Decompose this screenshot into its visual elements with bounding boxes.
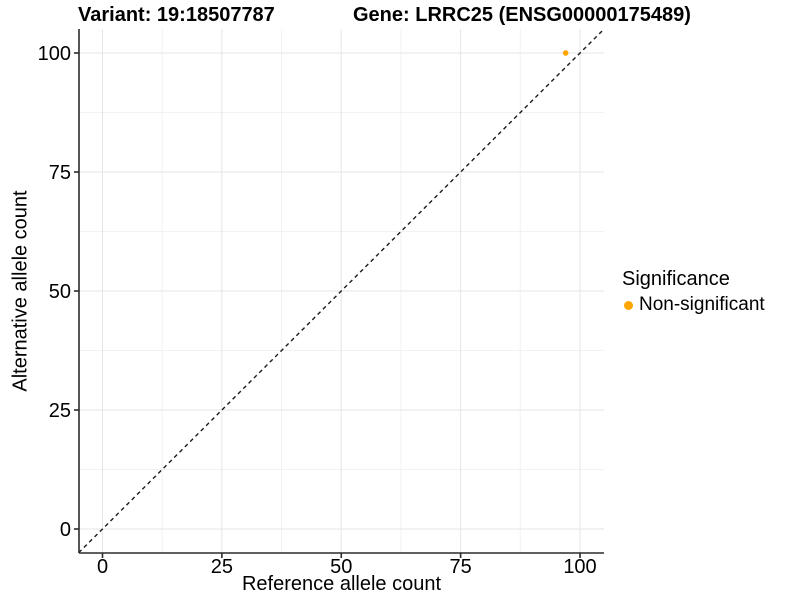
x-axis-title: Reference allele count [241, 573, 441, 595]
x-tick-label: 50 [330, 556, 352, 578]
x-tick-label: 100 [563, 556, 596, 578]
legend-item-non-significant: Non-significant [622, 294, 765, 316]
y-tick-label: 75 [49, 162, 71, 184]
x-tick-label: 25 [211, 556, 233, 578]
legend-key-dot-icon [624, 300, 633, 310]
y-tick-label: 25 [49, 400, 71, 422]
x-tick-label: 75 [450, 556, 472, 578]
legend: Significance Non-significant [622, 268, 765, 316]
legend-title: Significance [622, 268, 730, 290]
y-tick-label: 0 [60, 519, 71, 541]
y-tick-label: 50 [49, 281, 71, 303]
x-tick-label: 0 [97, 556, 108, 578]
gene-title: Gene: LRRC25 (ENSG00000175489) [353, 4, 691, 26]
variant-title: Variant: 19:18507787 [78, 4, 275, 26]
legend-item-label: Non-significant [639, 294, 765, 315]
y-tick-label: 100 [38, 43, 71, 65]
identity-line [78, 28, 605, 554]
data-point [562, 50, 569, 56]
y-axis-title: Alternative allele count [9, 190, 32, 392]
